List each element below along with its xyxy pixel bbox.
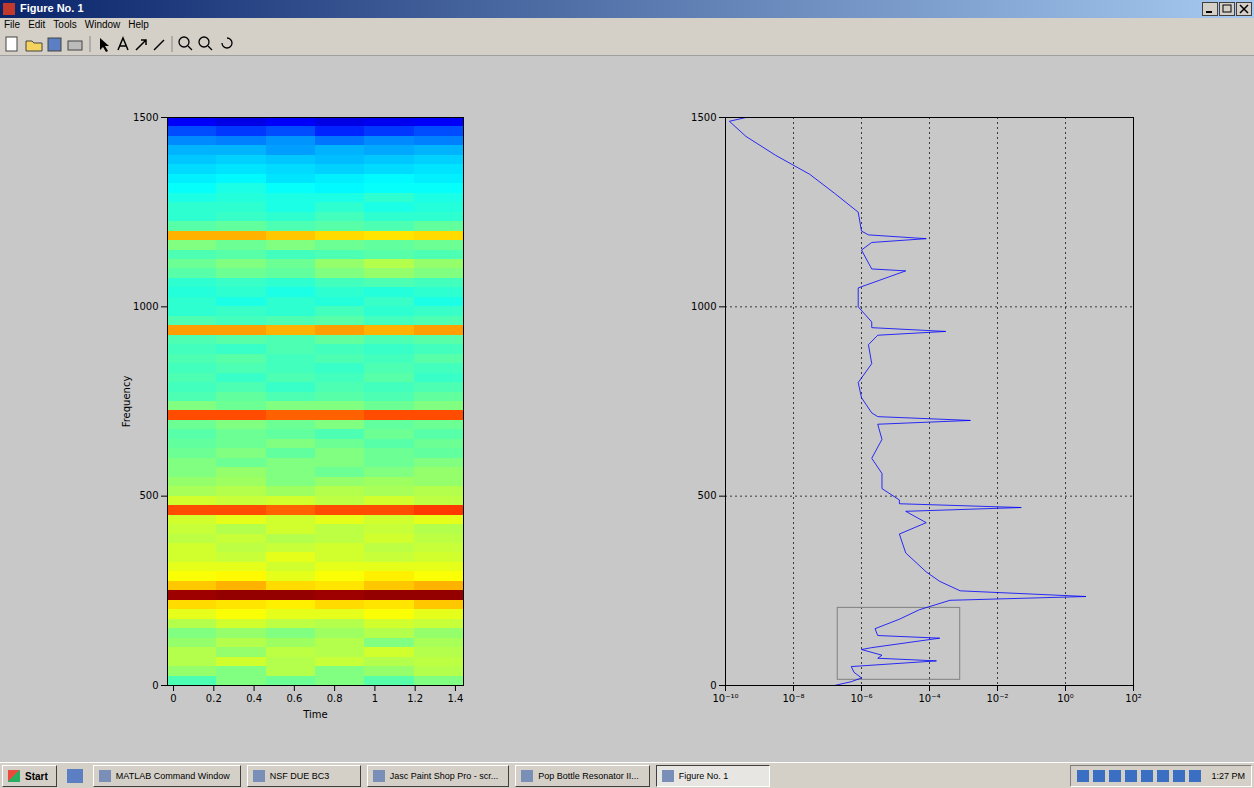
svg-text:10⁰: 10⁰ xyxy=(1057,693,1074,704)
svg-text:1000: 1000 xyxy=(691,301,716,312)
html-text:1:27 PM: 1:27 PM xyxy=(1211,771,1245,781)
svg-text:0.8: 0.8 xyxy=(327,693,343,704)
svg-text:0: 0 xyxy=(170,693,176,704)
svg-text:10⁻⁸: 10⁻⁸ xyxy=(782,693,804,704)
html-text:Figure No. 1: Figure No. 1 xyxy=(678,771,729,781)
svg-text:1: 1 xyxy=(372,693,378,704)
svg-text:500: 500 xyxy=(697,490,716,501)
html-text:Start: Start xyxy=(25,770,48,782)
svg-text:Time: Time xyxy=(302,709,327,720)
html-text:NSF DUE BC3: NSF DUE BC3 xyxy=(269,771,330,781)
svg-text:10⁻⁶: 10⁻⁶ xyxy=(850,693,872,704)
svg-text:1500: 1500 xyxy=(691,112,716,123)
svg-text:0: 0 xyxy=(152,680,158,691)
html-text:Pop Bottle Resonator II...: Pop Bottle Resonator II... xyxy=(538,771,639,781)
html-text:Tools: Tools xyxy=(53,19,77,30)
svg-text:10²: 10² xyxy=(1125,693,1142,704)
html-text:Figure No. 1: Figure No. 1 xyxy=(20,2,84,14)
html-text:Edit: Edit xyxy=(28,19,46,30)
html-text:File: File xyxy=(4,19,21,30)
svg-text:1500: 1500 xyxy=(133,112,158,123)
html-text:MATLAB Command Window: MATLAB Command Window xyxy=(115,771,230,781)
svg-text:10⁻⁴: 10⁻⁴ xyxy=(918,693,940,704)
svg-text:0.4: 0.4 xyxy=(246,693,262,704)
svg-text:1000: 1000 xyxy=(133,301,158,312)
svg-text:10⁻²: 10⁻² xyxy=(986,693,1008,704)
html-text:Window: Window xyxy=(84,19,121,30)
html-text:Jasc Paint Shop Pro - scr...: Jasc Paint Shop Pro - scr... xyxy=(389,771,499,781)
svg-text:500: 500 xyxy=(139,490,158,501)
svg-text:0.6: 0.6 xyxy=(286,693,302,704)
svg-text:10⁻¹⁰: 10⁻¹⁰ xyxy=(712,693,738,704)
svg-text:1.2: 1.2 xyxy=(407,693,423,704)
svg-text:0: 0 xyxy=(710,680,716,691)
svg-text:0.2: 0.2 xyxy=(206,693,222,704)
svg-text:Frequency: Frequency xyxy=(121,376,132,428)
svg-text:1.4: 1.4 xyxy=(447,693,463,704)
html-text:Help: Help xyxy=(128,19,149,30)
